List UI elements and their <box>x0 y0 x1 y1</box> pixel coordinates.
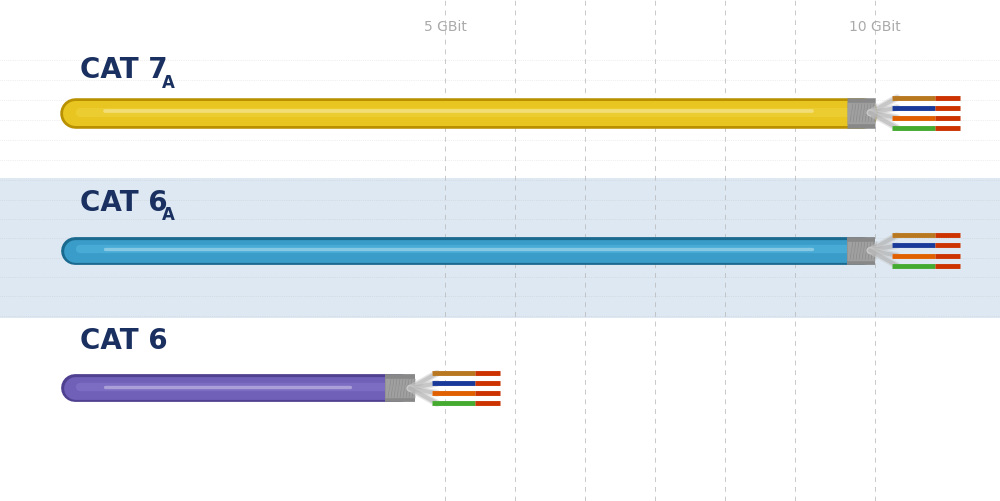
Text: CAT 6: CAT 6 <box>80 327 168 355</box>
Text: CAT 6: CAT 6 <box>80 189 168 217</box>
Text: CAT 7: CAT 7 <box>80 56 168 84</box>
Text: 10 GBit: 10 GBit <box>849 20 901 34</box>
Text: A: A <box>162 74 175 92</box>
Text: 5 GBit: 5 GBit <box>424 20 466 34</box>
Bar <box>0 178 1000 318</box>
Text: A: A <box>162 206 175 224</box>
